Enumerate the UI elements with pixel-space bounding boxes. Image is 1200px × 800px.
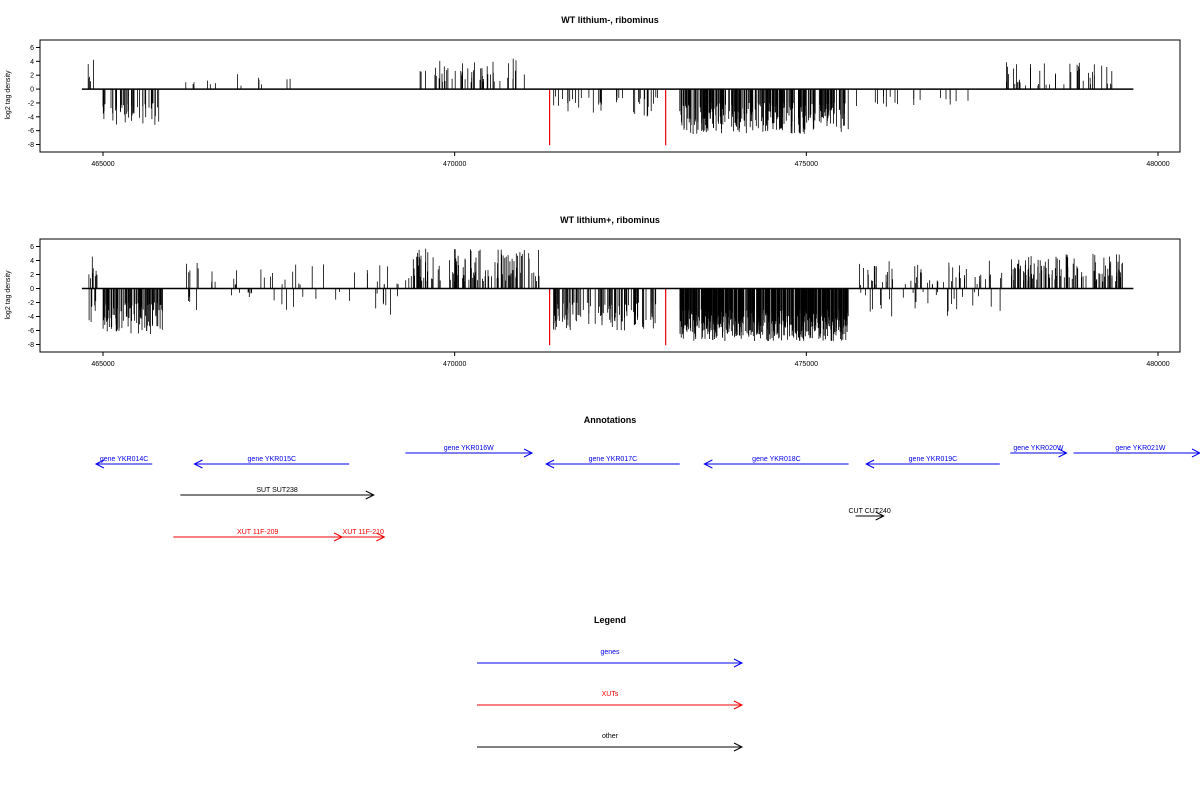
feature-label: gene YKR019C [909, 456, 958, 463]
annotations-title: Annotations [584, 415, 637, 425]
x-tick-label: 475000 [795, 361, 818, 368]
x-tick-label: 470000 [443, 161, 466, 168]
panel-lithium-minus: WT lithium-, ribominus log2 tag density … [5, 15, 1181, 168]
feature-label: CUT CUT240 [848, 508, 890, 515]
feature-arrow: gene YKR017C [544, 456, 680, 469]
panel-2-bars [88, 248, 1123, 341]
feature-arrow: gene YKR014C [94, 456, 153, 469]
y-tick-label: -6 [28, 328, 34, 335]
panel-2-frame [39, 238, 1181, 353]
feature-label: XUT 11F-210 [343, 529, 384, 536]
feature-arrow: gene YKR015C [193, 456, 350, 469]
feature-label: gene YKR018C [752, 456, 801, 463]
legend-label: XUTs [602, 691, 619, 698]
panel-1-x-axis: 465000 470000 475000 480000 [91, 152, 1170, 168]
x-tick-label: 465000 [91, 361, 114, 368]
y-tick-label: 4 [30, 258, 34, 265]
y-tick-label: 2 [30, 73, 34, 80]
panel-lithium-plus: WT lithium+, ribominus log2 tag density … [5, 215, 1181, 368]
x-tick-label: 480000 [1146, 161, 1169, 168]
y-tick-label: 4 [30, 59, 34, 66]
y-tick-label: -2 [28, 300, 34, 307]
panel-1-bars [87, 58, 1113, 134]
feature-arrow: CUT CUT240 [848, 508, 891, 521]
panel-2-x-axis: 465000 470000 475000 480000 [91, 352, 1170, 368]
legend-arrow: XUTs [477, 691, 744, 710]
legend-arrow: genes [477, 649, 744, 668]
y-tick-label: 6 [30, 244, 34, 251]
legend-label: genes [600, 649, 620, 656]
panel-1-ylabel: log2 tag density [5, 70, 12, 120]
feature-label: gene YKR017C [589, 456, 638, 463]
panel-2-ylabel: log2 tag density [5, 270, 12, 320]
y-tick-label: -4 [28, 314, 34, 321]
feature-arrow: gene YKR020W [1010, 445, 1068, 458]
x-tick-label: 465000 [91, 161, 114, 168]
panel-2-red-markers [549, 288, 667, 346]
legend-title: Legend [594, 615, 626, 625]
y-tick-label: -2 [28, 100, 34, 107]
feature-label: gene YKR021W [1115, 445, 1165, 452]
panel-1-red-markers [549, 89, 667, 146]
x-tick-label: 480000 [1146, 361, 1169, 368]
feature-arrow: XUT 11F-210 [342, 529, 386, 542]
panel-2-title: WT lithium+, ribominus [560, 215, 660, 225]
legend-items: genes XUTs other [477, 649, 744, 752]
panel-1-title: WT lithium-, ribominus [561, 15, 659, 25]
x-tick-label: 470000 [443, 361, 466, 368]
feature-label: SUT SUT238 [256, 487, 298, 494]
y-tick-label: 0 [30, 286, 34, 293]
y-tick-label: 2 [30, 272, 34, 279]
legend-arrow: other [477, 733, 744, 752]
feature-arrow: XUT 11F-209 [173, 529, 344, 542]
y-tick-label: -6 [28, 128, 34, 135]
panel-1-y-axis: 6 4 2 0 -2 -4 -6 -8 [28, 45, 40, 149]
y-tick-label: -8 [28, 342, 34, 349]
y-tick-label: -8 [28, 142, 34, 149]
y-tick-label: 6 [30, 45, 34, 52]
y-tick-label: -4 [28, 114, 34, 121]
annotations-track: Annotations gene YKR014C gene YKR015Cgene… [94, 415, 1200, 542]
feature-arrow: SUT SUT238 [180, 487, 375, 500]
legend-label: other [602, 733, 619, 740]
feature-label: gene YKR014C [100, 456, 149, 463]
feature-label: gene YKR016W [444, 445, 494, 452]
y-tick-label: 0 [30, 87, 34, 94]
feature-label: gene YKR015C [248, 456, 297, 463]
feature-label: gene YKR020W [1013, 445, 1063, 452]
feature-arrow: gene YKR021W [1073, 445, 1200, 458]
panel-2-y-axis: 6 4 2 0 -2 -4 -6 -8 [28, 244, 40, 349]
legend: Legend genes XUTs other [477, 615, 744, 752]
panel-1-frame [39, 39, 1181, 153]
feature-arrow: gene YKR019C [864, 456, 1000, 469]
annotation-features: gene YKR014C gene YKR015C gene YKR016W gene… [94, 445, 1200, 542]
feature-arrow: gene YKR016W [405, 445, 534, 458]
feature-label: XUT 11F-209 [237, 529, 278, 536]
x-tick-label: 475000 [795, 161, 818, 168]
feature-arrow: gene YKR018C [703, 456, 849, 469]
